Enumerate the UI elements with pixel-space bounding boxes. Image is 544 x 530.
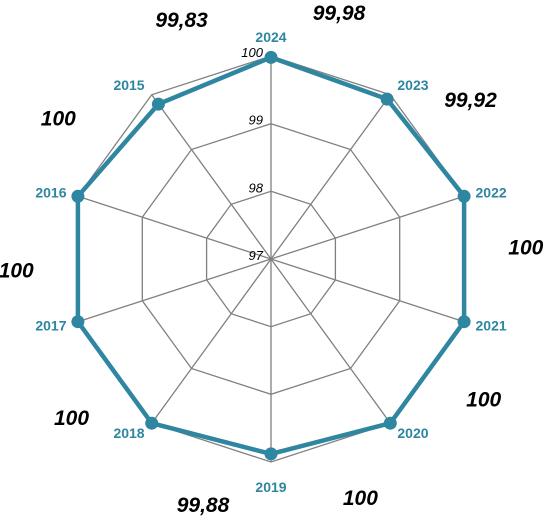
data-label-2020: 100 (343, 487, 378, 510)
series (71, 50, 471, 461)
tick-label-99: 99 (249, 113, 263, 128)
data-point-2021 (457, 315, 471, 329)
spoke-2017 (77, 258, 272, 323)
spoke-2021 (270, 258, 465, 323)
data-point-2024 (264, 50, 278, 64)
spoke-2016 (77, 195, 272, 260)
category-labels: 2024 2023 2022 2021 2020 2019 2018 2017 2016 2015 (35, 29, 507, 495)
spoke-2015 (151, 94, 272, 260)
data-point-2020 (383, 416, 397, 430)
radial-tick-labels: 97 98 99 100 (241, 45, 263, 263)
data-label-2017: 100 (0, 259, 34, 282)
spoke-2023 (270, 94, 391, 260)
category-label-2021: 2021 (476, 317, 507, 333)
spoke-2020 (270, 258, 391, 424)
category-label-2015: 2015 (113, 77, 144, 93)
data-label-2019: 99,88 (177, 494, 230, 517)
data-point-2018 (145, 416, 159, 430)
data-point-2023 (380, 92, 394, 106)
data-label-2023: 99,92 (444, 89, 497, 112)
data-label-2015: 99,83 (155, 9, 208, 32)
data-point-2017 (71, 315, 85, 329)
data-point-2019 (264, 447, 278, 461)
data-label-2021: 100 (466, 389, 501, 412)
tick-label-97: 97 (249, 248, 264, 263)
category-label-2022: 2022 (476, 185, 507, 201)
category-label-2019: 2019 (255, 479, 286, 495)
tick-label-98: 98 (249, 180, 264, 195)
category-label-2023: 2023 (397, 77, 428, 93)
category-label-2017: 2017 (35, 317, 66, 333)
category-label-2018: 2018 (113, 425, 144, 441)
data-label-2016: 100 (41, 107, 76, 130)
data-point-2022 (457, 189, 471, 203)
spoke-2022 (270, 195, 465, 260)
spoke-2018 (151, 258, 272, 424)
tick-label-100: 100 (241, 45, 263, 60)
category-label-2016: 2016 (35, 185, 66, 201)
data-label-2024: 99,98 (313, 2, 366, 25)
data-label-2022: 100 (508, 237, 543, 260)
category-label-2024: 2024 (255, 29, 286, 45)
data-label-2018: 100 (54, 407, 89, 430)
data-point-2016 (71, 189, 85, 203)
data-point-2015 (151, 97, 165, 111)
data-labels: 99,98 99,92 100 100 100 99,88 100 100 100 99,83 (0, 2, 544, 517)
category-label-2020: 2020 (397, 425, 428, 441)
